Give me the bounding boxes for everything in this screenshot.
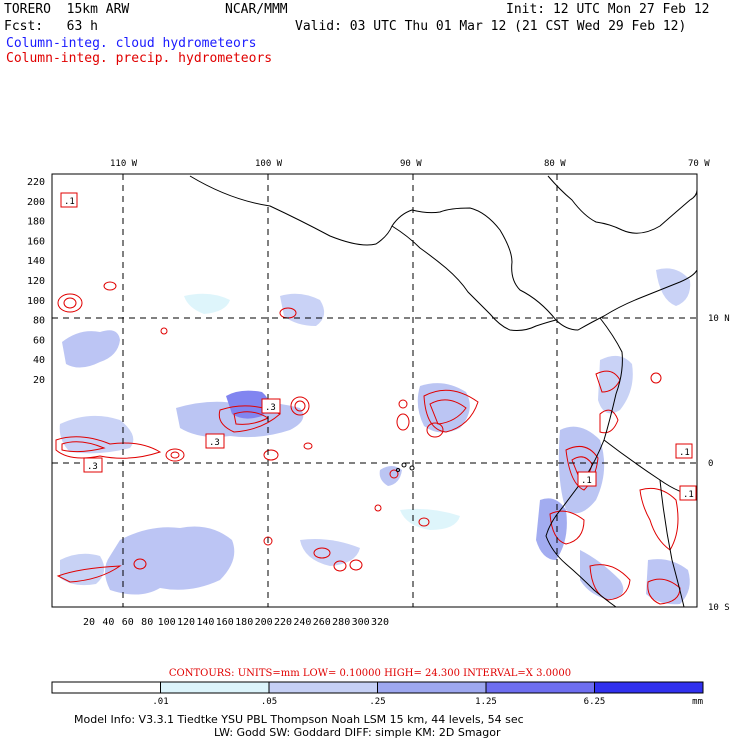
lat-label-10s: 10 S — [708, 603, 730, 613]
valid-time: Valid: 03 UTC Thu 01 Mar 12 (21 CST Wed … — [295, 19, 687, 34]
y-tick-label: 180 — [27, 217, 45, 228]
y-tick-label: 20 — [33, 375, 45, 386]
y-tick-label: 100 — [27, 296, 45, 307]
lat-label-10n: 10 N — [708, 314, 730, 324]
colorbar-unit: mm — [692, 697, 703, 707]
x-tick-label: 260 — [313, 617, 331, 628]
colorbar-label: .25 — [369, 697, 385, 707]
colorbar-swatch — [160, 681, 270, 694]
precip-contours — [55, 281, 681, 605]
legend-cloud: Column-integ. cloud hydrometeors — [6, 36, 257, 51]
y-tick-label: 120 — [27, 276, 45, 287]
x-tick-label: 240 — [293, 617, 311, 628]
lon-label-80w: 80 W — [544, 159, 566, 169]
colorbar-label: .01 — [152, 697, 168, 707]
x-tick-label: 160 — [216, 617, 234, 628]
box-label-6 — [675, 443, 693, 459]
colorbar-swatch — [377, 681, 487, 694]
y-axis-ticks: 220 200 180 160 140 120 100 80 60 40 20 — [27, 177, 45, 386]
x-tick-label: 100 — [158, 617, 176, 628]
x-tick-label: 220 — [274, 617, 292, 628]
x-tick-label: 320 — [371, 617, 389, 628]
init-time: Init: 12 UTC Mon 27 Feb 12 — [506, 2, 710, 17]
box-text-4: .3 — [265, 403, 276, 413]
box-label-5 — [577, 471, 597, 487]
box-label-2 — [83, 457, 103, 473]
box-text-7: .1 — [683, 490, 694, 500]
lon-label-110w: 110 W — [110, 159, 138, 169]
box-label-1 — [60, 192, 78, 208]
box-label-3 — [205, 433, 225, 449]
y-tick-label: 80 — [33, 316, 45, 327]
x-tick-label: 40 — [102, 617, 114, 628]
model-title: TORERO 15km ARW — [4, 2, 130, 17]
y-tick-label: 60 — [33, 335, 45, 346]
x-tick-label: 180 — [235, 617, 253, 628]
x-tick-label: 80 — [141, 617, 153, 628]
x-tick-label: 280 — [332, 617, 350, 628]
colorbar-swatch — [51, 681, 161, 694]
colorbar-swatch — [268, 681, 378, 694]
x-tick-label: 200 — [255, 617, 273, 628]
x-tick-label: 300 — [352, 617, 370, 628]
x-tick-label: 140 — [196, 617, 214, 628]
contour-box-labels — [60, 192, 697, 501]
contours-info: CONTOURS: UNITS=mm LOW= 0.10000 HIGH= 24… — [168, 668, 572, 679]
box-text-3: .3 — [209, 438, 220, 448]
box-text-5: .1 — [581, 476, 592, 486]
x-tick-label: 60 — [122, 617, 134, 628]
lat-label-0: 0 — [708, 459, 713, 469]
center-label: NCAR/MMM — [225, 2, 288, 17]
colorbar-swatch — [594, 681, 704, 694]
y-tick-label: 200 — [27, 197, 45, 208]
colorbar-labels: .01 .05 .25 1.25 6.25 mm — [152, 697, 703, 707]
y-tick-label: 160 — [27, 236, 45, 247]
x-axis-ticks: 20 40 60 80 100 120 140 160 180 200 220 240 260 280 30… — [83, 617, 389, 628]
box-label-7 — [679, 485, 697, 501]
colorbar-label: .05 — [261, 697, 277, 707]
colorbar-label: 1.25 — [475, 697, 497, 707]
box-label-4 — [261, 398, 281, 414]
colorbar-label: 6.25 — [584, 697, 606, 707]
forecast-hour: Fcst: 63 h — [4, 19, 98, 34]
y-tick-label: 140 — [27, 256, 45, 267]
lon-label-90w: 90 W — [400, 159, 422, 169]
y-tick-label: 40 — [33, 355, 45, 366]
box-text-2: .3 — [87, 462, 98, 472]
x-tick-label: 120 — [177, 617, 195, 628]
box-text-6: .1 — [679, 448, 690, 458]
y-tick-label: 220 — [27, 177, 45, 188]
colorbar-swatch — [485, 681, 595, 694]
lon-label-100w: 100 W — [255, 159, 283, 169]
colorbar — [51, 681, 704, 694]
lon-label-70w: 70 W — [688, 159, 710, 169]
lat-lon-grid — [52, 174, 697, 607]
box-text-1: .1 — [64, 197, 75, 207]
footer-line-1: Model Info: V3.3.1 Tiedtke YSU PBL Thomp… — [74, 713, 524, 726]
x-tick-label: 20 — [83, 617, 95, 628]
legend-precip: Column-integ. precip. hydrometeors — [6, 51, 273, 66]
footer-line-2: LW: Godd SW: Goddard DIFF: simple KM: 2D… — [214, 726, 501, 739]
